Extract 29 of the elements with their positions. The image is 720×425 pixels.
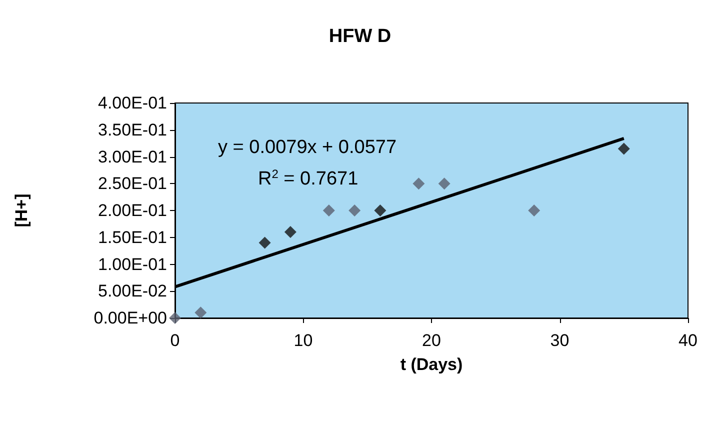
- y-tick-label: 4.00E-01: [98, 94, 167, 112]
- chart-title: HFW D: [328, 26, 392, 47]
- y-tick-label: 3.50E-01: [98, 120, 167, 140]
- y-tick-label: 0.00E+00: [94, 308, 167, 328]
- point: [412, 178, 425, 190]
- point: [348, 204, 361, 216]
- point: [258, 236, 271, 249]
- point: [194, 306, 207, 319]
- y-tick-label: 2.00E-01: [98, 201, 167, 220]
- point: [169, 312, 181, 324]
- y-tick-label: 5.00E-02: [98, 282, 167, 301]
- point: [618, 142, 630, 155]
- point: [322, 204, 335, 216]
- y-tick-label: 2.50E-01: [98, 174, 167, 194]
- point: [374, 204, 386, 216]
- point: [284, 226, 296, 238]
- x-tick-label: 40: [678, 331, 698, 350]
- y-tick-label: 1.00E-01: [98, 254, 167, 274]
- y-axis-title: [H+]: [12, 194, 31, 228]
- y-tick-label: 1.50E-01: [98, 228, 167, 247]
- point: [528, 204, 540, 216]
- x-tick-label: 20: [422, 331, 441, 350]
- x-tick-label: 10: [294, 331, 313, 350]
- x-axis-title: t (Days): [400, 355, 463, 374]
- annotation: y = 0.0079x + 0.0577: [218, 137, 397, 158]
- y-tick-label: 3.00E-01: [98, 147, 167, 166]
- x-tick-label: 30: [550, 331, 570, 350]
- x-tick-label: 0: [170, 331, 180, 350]
- point: [438, 178, 450, 190]
